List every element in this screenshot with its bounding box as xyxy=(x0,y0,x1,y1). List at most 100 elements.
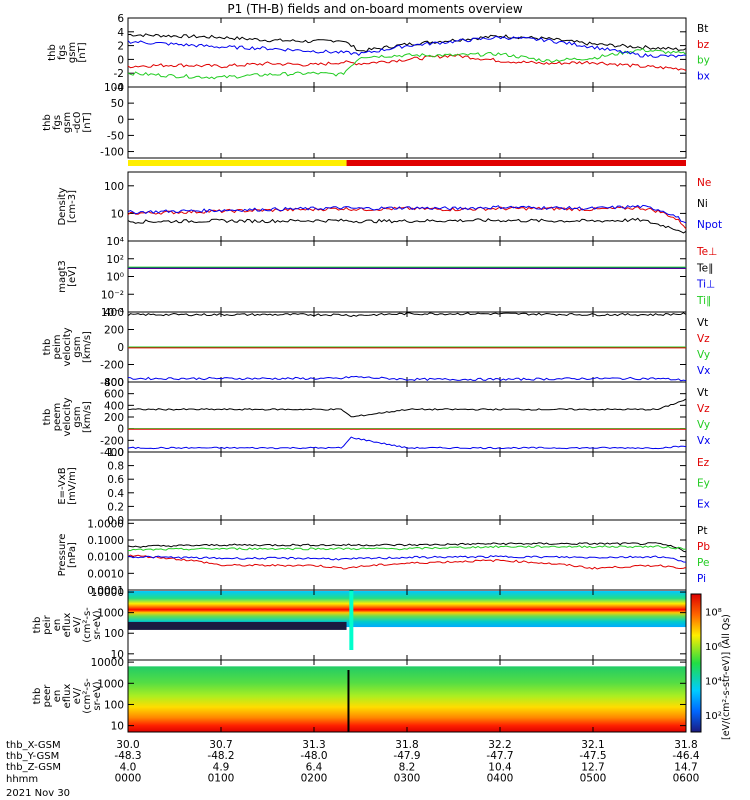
y-axis-label: en xyxy=(52,690,63,703)
y-axis-label: [cm-3] xyxy=(67,190,78,223)
y-axis-label: (cm²-s- xyxy=(82,607,93,643)
legend-entry: Vy xyxy=(697,349,710,361)
y-axis-label: gsm xyxy=(72,406,83,427)
y-tick-label: 0.0100 xyxy=(87,552,124,564)
colorbar-tick-label: 10⁶ xyxy=(705,642,722,653)
colorbar-tick-label: 10² xyxy=(705,711,722,722)
orbit-value: -47.7 xyxy=(486,750,513,762)
y-tick-label: 200 xyxy=(104,325,124,337)
y-axis-label: [mV/m] xyxy=(67,467,78,505)
panel-frame xyxy=(127,86,687,159)
spectrogram-fill xyxy=(128,666,686,732)
y-tick-label: 100 xyxy=(104,181,124,193)
legend-entry: Ni xyxy=(697,198,708,210)
y-axis-label: velocity xyxy=(62,397,73,436)
y-tick-label: 0 xyxy=(117,54,124,66)
y-tick-label: -100 xyxy=(100,147,124,159)
y-tick-label: 1000 xyxy=(97,678,124,690)
legend-entry: Pi xyxy=(697,573,706,585)
legend-entry: Vz xyxy=(697,403,710,415)
spectrogram-spike xyxy=(349,590,354,650)
series-line xyxy=(127,35,686,58)
panel-temperature: 10⁴ 10² 10⁰ 10⁻² 10⁻⁴ magt3 [eV] Te⊥ Te∥ Ti⊥ Ti∥ xyxy=(57,236,717,319)
orbit-value: -46.4 xyxy=(672,750,699,762)
panel-fgs-gsm: 6 4 20 -2 -4 thb fgs gsm [nT] Bt bz by bx xyxy=(47,13,710,94)
orbit-labels: thb_X-GSM thb_Y-GSM thb_Z-GSM hhmm xyxy=(6,740,61,785)
y-tick-label: 10000 xyxy=(91,657,124,669)
legend-entry: Ti⊥ xyxy=(696,279,715,291)
y-axis-label: eV/ xyxy=(72,616,83,633)
y-tick-label: 4 xyxy=(117,27,124,39)
colorbar: 10⁸ 10⁶ 10⁴ 10² xyxy=(690,593,722,733)
y-axis-label: E=-VxB xyxy=(57,467,68,504)
y-tick-label: 0.6 xyxy=(107,474,124,486)
y-tick-label: 6 xyxy=(117,13,124,25)
y-tick-label: 200 xyxy=(104,412,124,424)
series-line xyxy=(127,33,687,53)
orbit-value: 8.2 xyxy=(399,761,416,773)
date-label: 2021 Nov 30 xyxy=(6,788,71,799)
series-line xyxy=(127,555,687,563)
legend-entry: Bt xyxy=(697,23,708,35)
y-axis-label: eV/ xyxy=(72,687,83,704)
panel-peer-eflux: 10000 1000 100 10 thb peer en eflux eV/(cm²-s-sr… xyxy=(32,657,687,733)
legend-entry: Npot xyxy=(697,219,722,231)
y-tick-label: 10 xyxy=(111,208,124,220)
legend-entry: Pt xyxy=(697,525,707,537)
y-axis-label: (cm²-s- xyxy=(82,678,93,714)
y-axis-label: gsm xyxy=(72,336,83,357)
y-tick-label: 400 xyxy=(104,307,124,319)
legend-entry: Vt xyxy=(697,317,708,329)
orbit-value: 10.4 xyxy=(488,761,512,773)
y-tick-label: 10⁴ xyxy=(106,236,124,248)
y-axis-label: sr-eV) xyxy=(92,610,103,639)
colorbar-tick-label: 10⁴ xyxy=(705,676,722,687)
series-line xyxy=(127,53,687,71)
y-axis-label: eflux xyxy=(62,613,73,638)
panel-peim-velocity: 400 200 0 -200 -400 thb peim velocity gsm [km/s] V… xyxy=(42,307,710,389)
orbit-value: -47.9 xyxy=(393,750,420,762)
legend-entry: Ey xyxy=(697,478,710,490)
y-tick-label: -200 xyxy=(100,435,124,447)
y-tick-label: 0.0001 xyxy=(87,585,124,597)
y-tick-label: 100 xyxy=(104,82,124,94)
y-tick-label: -400 xyxy=(100,447,124,459)
orbit-value: 0200 xyxy=(301,773,328,785)
orbit-value: 32.1 xyxy=(581,739,604,751)
y-tick-label: 0.4 xyxy=(107,488,124,500)
series-line xyxy=(127,545,687,552)
y-axis-label: peir xyxy=(42,614,53,634)
legend-entry: Vx xyxy=(697,365,710,377)
orbit-value: 6.4 xyxy=(306,761,323,773)
y-tick-label: 0.1000 xyxy=(87,535,124,547)
y-tick-label: 50 xyxy=(111,98,124,110)
y-axis-label: sr-eV) xyxy=(92,681,103,710)
y-tick-label: 0.0 xyxy=(107,515,124,527)
orbit-label-x: thb_X-GSM xyxy=(6,740,61,751)
orbit-value: 0300 xyxy=(394,773,421,785)
y-axis-label: [nT] xyxy=(77,42,88,62)
panel-density: 100 10 Density [cm-3] Ne Ni Npot xyxy=(57,171,722,242)
y-tick-label: -200 xyxy=(100,360,124,372)
y-tick-label: 0 xyxy=(117,342,124,354)
legend-entry: bz xyxy=(697,39,710,51)
y-tick-label: 10² xyxy=(106,254,124,266)
y-tick-label: 0.0010 xyxy=(87,568,124,580)
orbit-value: -48.2 xyxy=(207,750,234,762)
orbit-value: 0400 xyxy=(487,773,514,785)
y-axis-label: [nT] xyxy=(82,112,93,132)
series-line xyxy=(127,312,687,318)
panel-efield: 1.0 0.80.6 0.40.2 0.0 E=-VxB [mV/m] Ez Ey Ex xyxy=(57,447,710,527)
legend-entry: Vy xyxy=(697,419,710,431)
orbit-value: 0100 xyxy=(208,773,235,785)
y-axis-label: fgs xyxy=(57,45,68,60)
legend-entry: Vx xyxy=(697,435,710,447)
colorbar-tick-label: 10⁸ xyxy=(705,607,722,618)
plot-title: P1 (TH-B) fields and on-board moments ov… xyxy=(227,2,523,16)
legend-entry: bx xyxy=(697,70,710,82)
y-axis-label: thb xyxy=(42,339,53,356)
series-line xyxy=(127,47,687,80)
mode-bar-slow xyxy=(128,160,347,166)
